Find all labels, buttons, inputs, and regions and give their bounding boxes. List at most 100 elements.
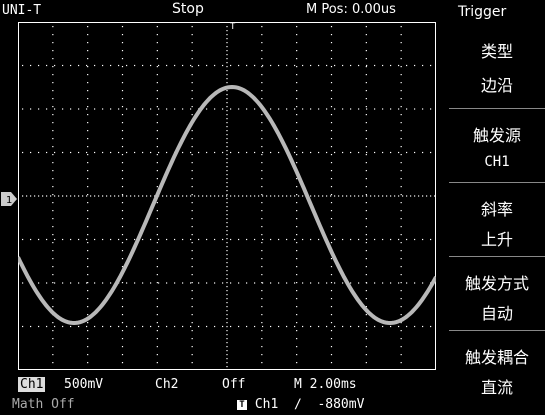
grid-dot [365, 82, 367, 84]
grid-dot [46, 195, 48, 197]
grid-dot [87, 74, 89, 76]
grid-dot [158, 64, 160, 67]
grid-dot [102, 151, 104, 154]
grid-dot [94, 195, 96, 197]
grid-dot [102, 195, 104, 197]
grid-dot [365, 98, 367, 100]
grid-dot [121, 338, 124, 340]
grid-dot [46, 238, 48, 241]
grid-dot [414, 108, 416, 110]
grid-dot [365, 258, 367, 260]
grid-dot [156, 282, 158, 284]
grid-dot [191, 194, 193, 196]
grid-dot [330, 298, 333, 300]
grid-dot [365, 346, 367, 348]
grid-dot [400, 322, 402, 324]
grid-dot [166, 151, 168, 154]
grid-dot [121, 282, 124, 284]
grid-dot [400, 290, 402, 292]
grid-dot [156, 138, 158, 140]
grid-dot [121, 42, 124, 44]
grid-dot [110, 108, 112, 110]
menu-item-value: 直流 [480, 378, 513, 397]
grid-dot [156, 34, 158, 36]
grid-dot [87, 178, 89, 180]
grid-dot [87, 82, 89, 84]
grid-dot [226, 282, 228, 284]
grid-dot [226, 202, 228, 204]
grid-dot [334, 325, 336, 328]
grid-dot [142, 325, 144, 328]
grid-dot [246, 195, 248, 197]
grid-dot [226, 46, 228, 48]
grid-dot [86, 238, 88, 241]
menu-item-mode[interactable]: 触发方式 自动 [449, 258, 545, 332]
grid-dot [414, 238, 416, 241]
grid-dot [262, 195, 264, 197]
grid-dot [156, 154, 158, 156]
trigger-source: Ch1 [254, 397, 279, 412]
grid-dot [400, 274, 402, 276]
ch1-ground-marker-icon[interactable]: 1 [1, 192, 17, 206]
grid-dot [156, 330, 158, 332]
grid-dot [294, 282, 296, 284]
grid-dot [414, 195, 416, 197]
grid-dot [166, 195, 168, 197]
grid-dot [226, 262, 228, 264]
grid-dot [365, 178, 367, 180]
horizontal-position-readout: M Pos: 0.00us [306, 2, 396, 17]
grid-dot [226, 342, 228, 344]
grid-dot [374, 64, 376, 67]
grid-dot [198, 151, 200, 154]
grid-dot [302, 64, 304, 67]
grid-dot [191, 234, 193, 236]
grid-dot [156, 130, 158, 132]
grid-dot [400, 306, 402, 308]
grid-dot [365, 250, 367, 252]
grid-dot [261, 314, 263, 316]
grid-dot [261, 170, 263, 172]
grid-dot [398, 64, 400, 67]
grid-dot [156, 266, 158, 268]
grid-dot [54, 195, 56, 197]
grid-dot [400, 58, 402, 60]
grid-dot [121, 154, 124, 156]
grid-dot [226, 195, 228, 197]
waveform-display [18, 22, 436, 370]
grid-dot [296, 226, 298, 228]
grid-dot [318, 64, 320, 67]
ch1-waveform-trace [18, 84, 436, 326]
menu-item-type[interactable]: 类型 边沿 [449, 34, 545, 108]
ch2-label[interactable]: Ch2 [155, 377, 179, 392]
grid-dot [358, 108, 360, 110]
grid-dot [226, 234, 228, 236]
grid-dot [226, 306, 228, 308]
grid-dot [156, 250, 158, 252]
grid-dot [342, 195, 344, 197]
grid-dot [138, 195, 140, 197]
grid-dot [226, 118, 228, 120]
ch1-label[interactable]: Ch1 [18, 377, 46, 392]
menu-item-value: 边沿 [480, 76, 513, 95]
grid-dot [156, 170, 158, 172]
grid-dot [400, 170, 402, 172]
grid-dot [296, 74, 298, 76]
grid-dot [400, 218, 402, 220]
grid-dot [170, 195, 172, 197]
grid-dot [191, 226, 193, 228]
grid-dot [87, 346, 89, 348]
menu-item-source[interactable]: 触发源 CH1 [449, 110, 545, 184]
grid-dot [52, 290, 54, 292]
grid-dot [358, 282, 360, 284]
grid-dot [58, 195, 60, 197]
menu-item-coupling[interactable]: 触发耦合 直流 [449, 332, 545, 406]
grid-dot [266, 195, 268, 197]
grid-dot [296, 58, 298, 60]
grid-dot [226, 198, 228, 200]
math-status: Math Off [12, 397, 75, 412]
grid-dot [62, 151, 64, 154]
grid-dot [206, 151, 208, 154]
menu-item-value: 上升 [480, 230, 513, 249]
grid-dot [52, 210, 54, 212]
menu-item-slope[interactable]: 斜率 上升 [449, 184, 545, 258]
